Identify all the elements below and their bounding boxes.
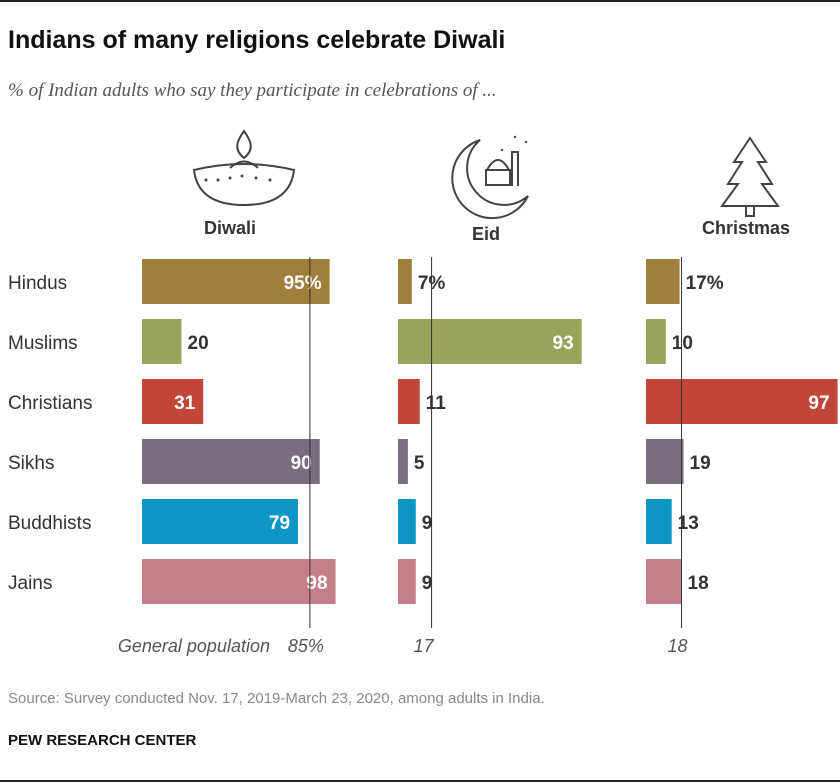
bar (646, 379, 838, 424)
value-label: 79 (269, 513, 290, 534)
value-label: 90 (291, 453, 312, 474)
value-label: 95% (284, 273, 322, 294)
crescent-mosque-icon (451, 135, 529, 220)
bar (646, 499, 672, 544)
bar (142, 259, 330, 304)
bar (142, 379, 204, 424)
value-label: 13 (678, 513, 699, 534)
bar (142, 319, 182, 364)
general-population-value: 85% (288, 636, 324, 656)
value-label: 9 (422, 513, 433, 534)
general-population-value: 17 (414, 636, 435, 656)
bar (398, 559, 416, 604)
bar (398, 499, 416, 544)
value-label: 93 (553, 333, 574, 354)
bar (398, 259, 412, 304)
category-label: Jains (8, 573, 52, 594)
bar (142, 439, 320, 484)
bar (142, 499, 299, 544)
bar (142, 559, 336, 604)
panel-title: Eid (472, 224, 500, 244)
category-label: Muslims (8, 333, 78, 354)
value-label: 31 (174, 393, 196, 414)
diya-lamp-icon (192, 129, 296, 207)
value-label: 18 (688, 573, 709, 594)
christmas-tree-icon (720, 136, 780, 217)
value-label: 5 (414, 453, 425, 474)
chart-svg: Hindus Muslims Christians Sikhs Buddhists Jai… (8, 129, 838, 656)
chart-title: Indians of many religions celebrate Diwa… (8, 26, 506, 54)
category-label: Hindus (8, 273, 67, 294)
source-note: Source: Survey conducted Nov. 17, 2019-M… (8, 690, 545, 707)
bar (646, 439, 684, 484)
value-label: 20 (188, 333, 209, 354)
panel-title: Diwali (204, 218, 256, 238)
general-population-value: 18 (668, 636, 688, 656)
category-label: Buddhists (8, 513, 91, 534)
value-label: 97 (808, 393, 829, 414)
chart-subtitle: % of Indian adults who say they particip… (8, 80, 497, 101)
value-label: 11 (426, 393, 447, 414)
category-label: Christians (8, 393, 92, 414)
panel-title: Christmas (702, 218, 790, 238)
value-label: 9 (422, 573, 433, 594)
value-label: 17% (686, 273, 724, 294)
bar (646, 319, 666, 364)
bottom-rule (0, 780, 840, 782)
bar (646, 259, 680, 304)
top-rule (0, 0, 840, 2)
bar (398, 319, 582, 364)
organization-name: PEW RESEARCH CENTER (8, 732, 197, 749)
general-population-label: General population (118, 636, 270, 656)
category-label: Sikhs (8, 453, 54, 474)
value-label: 98 (306, 573, 327, 594)
bar (398, 379, 420, 424)
bar (398, 439, 408, 484)
bar (646, 559, 682, 604)
value-label: 10 (672, 333, 693, 354)
value-label: 19 (690, 453, 711, 474)
